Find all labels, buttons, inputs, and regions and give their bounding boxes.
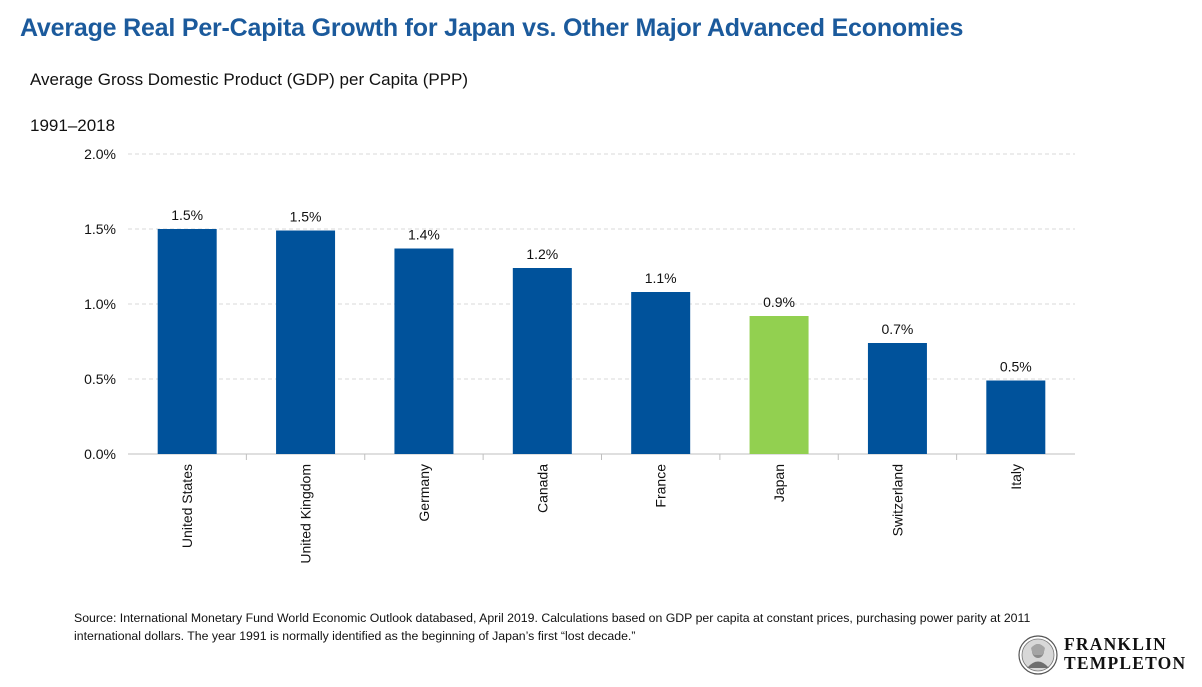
bar <box>394 248 454 454</box>
data-label: 1.1% <box>645 270 677 286</box>
data-label: 1.5% <box>171 207 203 223</box>
data-label: 1.4% <box>408 227 440 243</box>
y-tick-label: 2.0% <box>84 146 116 162</box>
y-tick-label: 0.5% <box>84 371 116 387</box>
x-tick-label: Italy <box>1008 464 1024 490</box>
chart-period: 1991–2018 <box>30 116 116 135</box>
data-label: 1.2% <box>526 246 558 262</box>
data-label: 0.9% <box>763 294 795 310</box>
data-label: 1.5% <box>290 209 322 225</box>
bar <box>986 380 1046 454</box>
page-title: Average Real Per-Capita Growth for Japan… <box>20 14 964 42</box>
y-tick-label: 0.0% <box>84 446 116 462</box>
bar <box>867 343 927 454</box>
bar <box>631 292 691 454</box>
logo-wordmark: FRANKLIN TEMPLETON <box>1064 634 1187 673</box>
x-tick-label: Japan <box>771 464 787 502</box>
bar <box>157 229 217 454</box>
x-tick-label: United Kingdom <box>298 464 314 564</box>
chart-subtitle: Average Gross Domestic Product (GDP) per… <box>30 70 469 89</box>
bar <box>512 268 572 454</box>
y-tick-label: 1.0% <box>84 296 116 312</box>
x-tick-label: United States <box>179 464 195 548</box>
bar <box>749 316 809 454</box>
source-note: Source: International Monetary Fund Worl… <box>74 611 1031 643</box>
franklin-templeton-logo: FRANKLIN TEMPLETON <box>1018 634 1198 676</box>
bar <box>276 230 336 454</box>
x-tick-label: France <box>653 464 669 508</box>
x-tick-label: Switzerland <box>889 464 905 536</box>
x-tick-label: Canada <box>534 464 550 513</box>
franklin-portrait-seal-icon <box>1018 635 1058 675</box>
data-label: 0.5% <box>1000 359 1032 375</box>
data-label: 0.7% <box>881 321 913 337</box>
x-tick-label: Germany <box>416 464 432 522</box>
y-tick-label: 1.5% <box>84 221 116 237</box>
bar-chart: 0.0% 0.5% 1.0% 1.5% 2.0% 1.5% United States 1.5… <box>84 146 1075 564</box>
